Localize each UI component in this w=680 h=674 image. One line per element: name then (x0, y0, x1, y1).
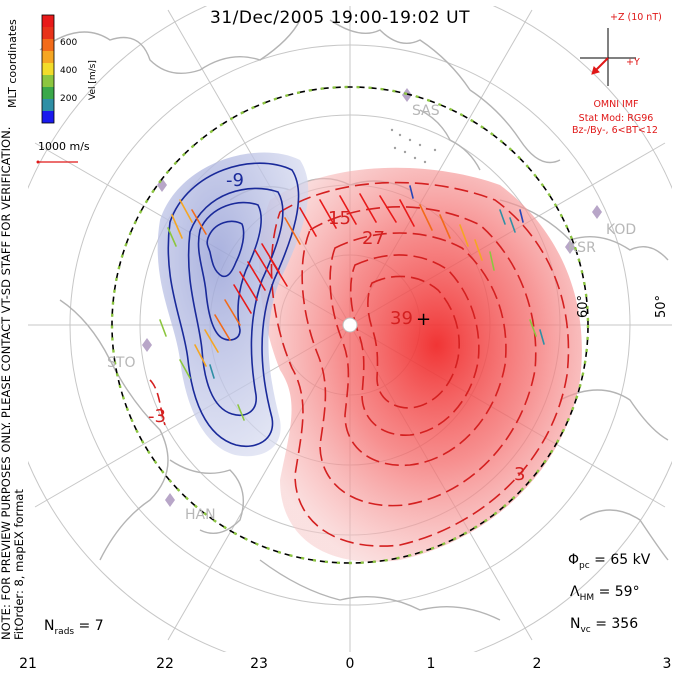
stat-model-label: Stat Mod: RG96 (578, 113, 654, 124)
mlt-tick-0: 0 (345, 656, 355, 672)
magnetic-pole-marker (342, 317, 358, 333)
imf-condition-label: Bz-/By-, 6<BT<12 (572, 125, 658, 136)
imf-dial (580, 28, 636, 86)
colorbar-tick-200: 200 (60, 94, 78, 104)
mlt-tick-21: 21 (19, 656, 37, 672)
phi-subscript: pc (579, 560, 590, 571)
colorbar-tick-400: 400 (60, 66, 78, 76)
reference-vector (36, 160, 78, 164)
preview-note: NOTE: FOR PREVIEW PURPOSES ONLY. PLEASE … (0, 127, 26, 640)
nvc-value: = 356 (590, 616, 639, 632)
nrads-subscript: rads (54, 626, 75, 637)
latitude-label-50: 50° (654, 294, 669, 318)
vector-origin-dots (390, 128, 437, 164)
velocity-colorbar (41, 14, 55, 124)
contour-label-neg-9: -9 (226, 170, 244, 191)
radar-count: Nrads = 7 (44, 618, 104, 637)
mlt-tick-22: 22 (156, 656, 174, 672)
imf-source-label: OMNI IMF (593, 99, 639, 110)
negative-contours (149, 162, 300, 447)
cross-polar-potential: Φpc = 65 kV (568, 552, 650, 571)
station-label-sto: STO (107, 355, 136, 371)
lambda-subscript: HM (579, 592, 595, 603)
phi-value: = 65 kV (589, 552, 651, 568)
station-label-sas: SAS (412, 103, 440, 119)
station-label-han: HAN (185, 507, 216, 523)
positive-cell-fill (259, 167, 582, 562)
negative-cell-fill (157, 152, 309, 457)
imf-by-label: +Y (626, 57, 640, 68)
contour-label-3: 3 (514, 464, 526, 485)
phi-symbol: Φ (568, 552, 580, 568)
coordinates-label: MLT coordinates (6, 19, 19, 108)
fit-order-line: FitOrder: 8, mapEX format (12, 489, 26, 640)
velocity-vectors (159, 185, 545, 421)
colorbar-tick-600: 600 (60, 38, 78, 48)
nrads-value: = 7 (74, 618, 104, 634)
latitude-label-60: 60° (576, 294, 591, 318)
nvc-subscript: vc (580, 624, 591, 635)
contour-label-27: 27 (362, 228, 385, 249)
nvc-symbol: N (570, 616, 581, 632)
boundary-vectors (110, 85, 590, 565)
lambda-value: = 59° (594, 584, 640, 600)
mlt-tick-1: 1 (426, 656, 436, 672)
contour-label-15: 15 (328, 208, 351, 229)
imf-bz-label: +Z (10 nT) (610, 12, 662, 23)
lambda-symbol: Λ (570, 584, 580, 600)
mlt-tick-3: 3 (662, 656, 672, 672)
contour-label-39: 39 (390, 308, 413, 329)
station-label-ksr: KSR (568, 240, 596, 256)
mlt-tick-23: 23 (250, 656, 268, 672)
station-label-kod: KOD (606, 222, 637, 238)
mlt-tick-2: 2 (532, 656, 542, 672)
reference-vector-label: 1000 m/s (38, 140, 90, 153)
potential-max-marker: + (416, 309, 432, 330)
contour-label-neg-3: -3 (148, 406, 166, 427)
vector-count: Nvc = 356 (570, 616, 638, 635)
positive-contours (270, 181, 570, 547)
hm-boundary-latitude: ΛHM = 59° (570, 584, 640, 603)
map-title: 31/Dec/2005 19:00-19:02 UT (210, 8, 470, 28)
nrads-symbol: N (44, 618, 55, 634)
colorbar-label: Vel [m/s] (88, 60, 98, 100)
